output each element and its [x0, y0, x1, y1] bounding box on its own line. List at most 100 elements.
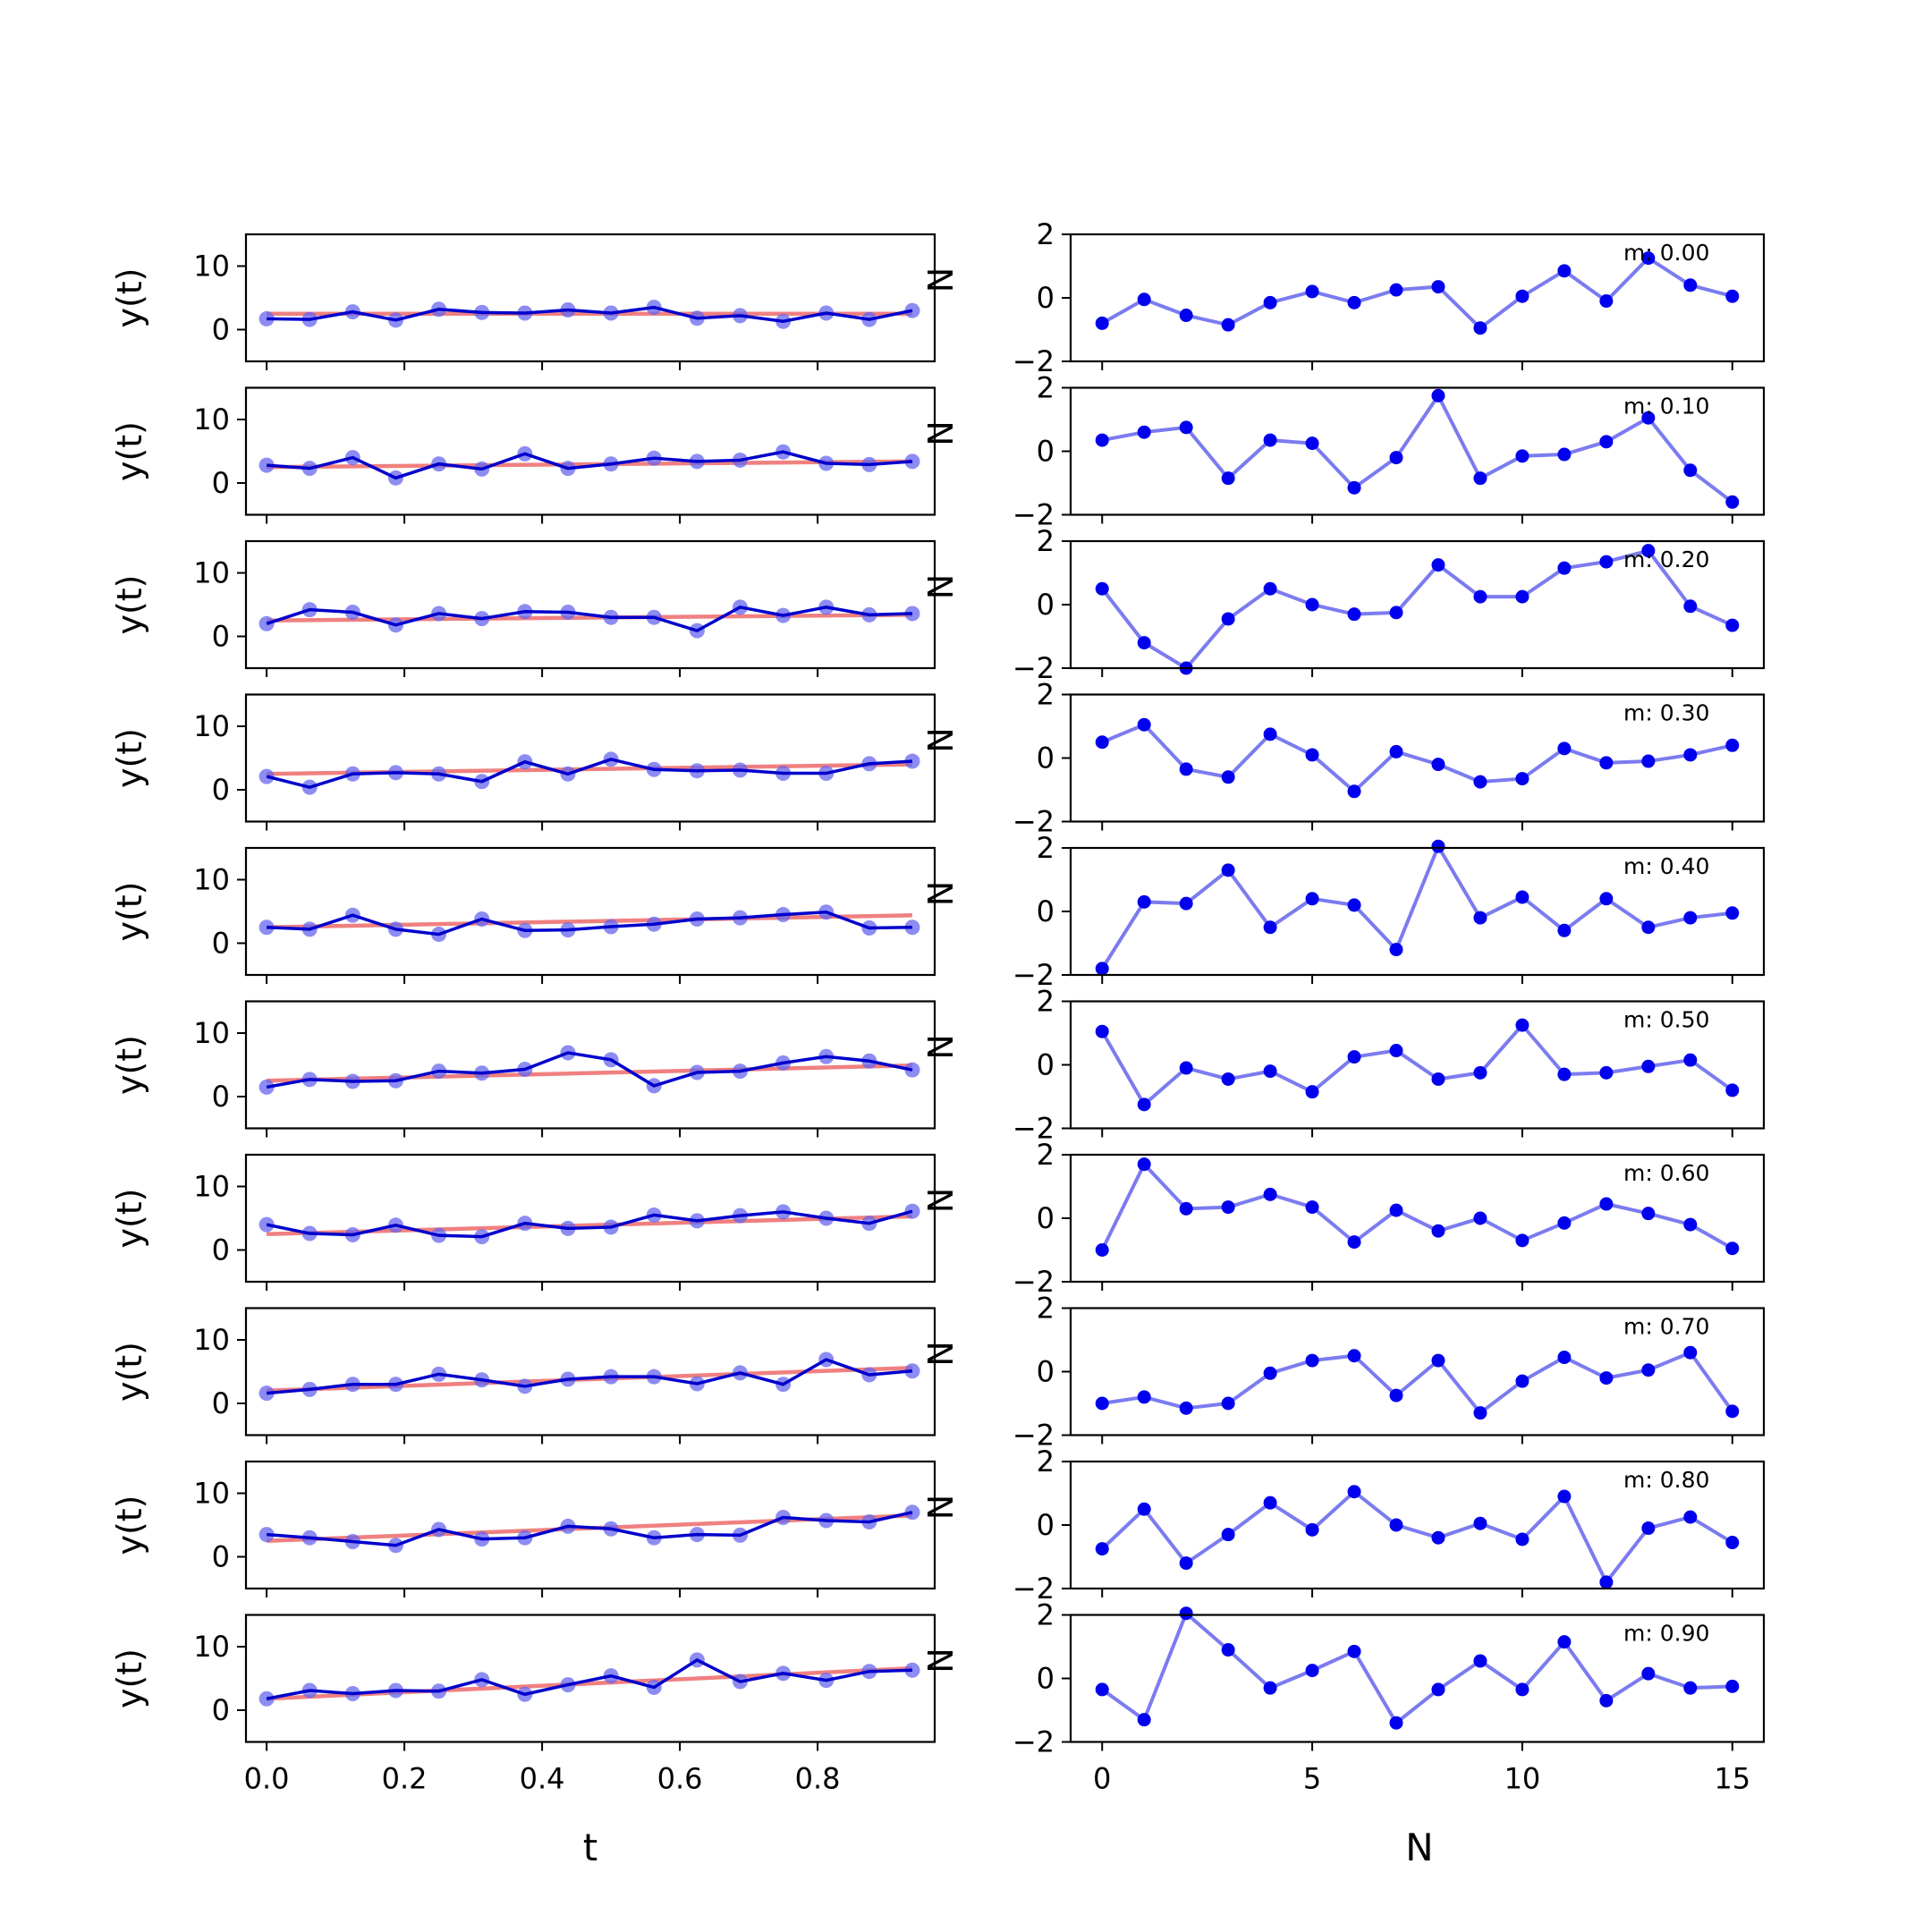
left-y-tick-label: 0 — [212, 1693, 230, 1727]
left-axes-frame — [244, 1460, 936, 1590]
noise-point — [1095, 581, 1109, 596]
noise-point — [1263, 1681, 1277, 1695]
noise-point — [1221, 1528, 1235, 1542]
left-panel: 0 10 y(t) — [110, 233, 936, 370]
noise-point — [1725, 1241, 1740, 1256]
noise-point — [1599, 1065, 1614, 1080]
noise-point — [1725, 1083, 1740, 1097]
observed-line — [266, 606, 913, 633]
noise-point — [1683, 1053, 1698, 1067]
noise-point — [1305, 892, 1319, 906]
left-y-axis-label: y(t) — [110, 1188, 149, 1248]
noise-point — [1137, 292, 1151, 307]
noise-point — [1725, 618, 1740, 632]
right-x-tick-label: 0 — [1093, 1762, 1111, 1796]
noise-point — [1431, 280, 1445, 294]
right-y-tick-label: 0 — [1037, 894, 1055, 928]
left-axes-frame — [244, 1307, 936, 1436]
noise-line — [1101, 722, 1733, 794]
noise-point — [1557, 264, 1572, 278]
right-y-tick-label: 2 — [1037, 1292, 1055, 1326]
noise-point — [1599, 1197, 1614, 1211]
noise-point — [1683, 1681, 1698, 1695]
left-y-tick-label: 0 — [212, 1080, 230, 1114]
panels: 0 10 y(t) −2 0 2 m: 0.00 N 0 10 y(t) −2 0 2 m: 0.10 N 0 1… — [110, 217, 1766, 1796]
left-y-tick-label: 0 — [212, 1540, 230, 1574]
noise-line — [1100, 1489, 1733, 1586]
noise-point — [1683, 278, 1698, 292]
left-axes-frame — [244, 846, 936, 977]
right-y-tick-label: −2 — [1013, 344, 1055, 378]
noise-point — [1389, 1203, 1403, 1217]
noise-point — [1137, 717, 1151, 732]
noise-point — [1431, 1224, 1445, 1238]
noise-point — [1515, 1233, 1530, 1248]
noise-point — [1179, 420, 1193, 435]
noise-point — [1557, 1489, 1572, 1504]
left-axes-frame — [244, 233, 936, 363]
noise-point — [1473, 775, 1487, 789]
noise-point — [1515, 589, 1530, 604]
noise-point — [1347, 1235, 1361, 1250]
left-panel: 0 10 y(t) — [110, 1460, 936, 1597]
left-axes-frame — [244, 1153, 936, 1284]
noise-point — [1431, 1682, 1445, 1697]
noise-point — [1599, 294, 1614, 309]
noise-point — [1221, 318, 1235, 332]
observed-line — [266, 450, 913, 480]
noise-point — [1095, 1542, 1109, 1556]
right-y-axis-label: N — [921, 267, 961, 292]
noise-point — [1347, 898, 1361, 912]
noise-point — [1263, 1064, 1277, 1079]
left-x-axis-label: t — [583, 1826, 597, 1869]
noise-point — [1221, 612, 1235, 626]
left-y-axis-label: y(t) — [110, 728, 149, 788]
left-x-tick-label: 0.2 — [382, 1762, 428, 1796]
noise-line — [1101, 1610, 1733, 1726]
noise-point — [1557, 741, 1572, 756]
left-y-tick-label: 10 — [193, 709, 230, 743]
noise-point — [1389, 744, 1403, 758]
left-y-tick-label: 0 — [212, 1386, 230, 1420]
observed-line — [266, 1511, 913, 1547]
noise-point — [1137, 636, 1151, 650]
right-y-tick-label: 0 — [1037, 1048, 1055, 1082]
observed-line — [267, 910, 913, 936]
fit-line — [266, 1665, 913, 1701]
panel-annotation: m: 0.90 — [1623, 1621, 1709, 1647]
noise-point — [1137, 1713, 1151, 1727]
observed-line — [266, 1209, 913, 1239]
fit-line — [267, 913, 913, 929]
noise-point — [1347, 1349, 1361, 1363]
noise-point — [1515, 289, 1530, 303]
panel-annotation: m: 0.70 — [1623, 1314, 1709, 1340]
right-y-tick-label: −2 — [1013, 958, 1055, 992]
noise-point — [1179, 1556, 1193, 1571]
noise-point — [1263, 581, 1277, 596]
noise-point — [1641, 1521, 1656, 1536]
observed-line — [266, 1051, 913, 1089]
right-y-tick-label: 2 — [1037, 371, 1055, 405]
left-y-tick-label: 10 — [193, 556, 230, 590]
right-y-tick-label: −2 — [1013, 1419, 1055, 1453]
right-y-tick-label: 0 — [1037, 1508, 1055, 1542]
noise-point — [1305, 436, 1319, 451]
noise-point — [1599, 1575, 1614, 1589]
noise-line — [1100, 842, 1733, 970]
noise-point — [1725, 1536, 1740, 1550]
noise-point — [1641, 1059, 1656, 1073]
noise-point — [1137, 1097, 1151, 1112]
right-y-axis-label: N — [921, 1648, 961, 1673]
noise-point — [1683, 1217, 1698, 1232]
right-y-tick-label: 2 — [1037, 831, 1055, 865]
noise-point — [1683, 911, 1698, 925]
right-y-tick-label: 0 — [1037, 588, 1055, 622]
noise-point — [1095, 433, 1109, 447]
noise-point — [1179, 309, 1193, 323]
noise-point — [1347, 607, 1361, 622]
noise-point — [1221, 1072, 1235, 1086]
right-panel: −2 0 2 m: 0.30 N — [921, 678, 1766, 839]
noise-point — [1389, 1716, 1403, 1730]
right-panel: −2 0 2 m: 0.80 N — [921, 1445, 1766, 1606]
